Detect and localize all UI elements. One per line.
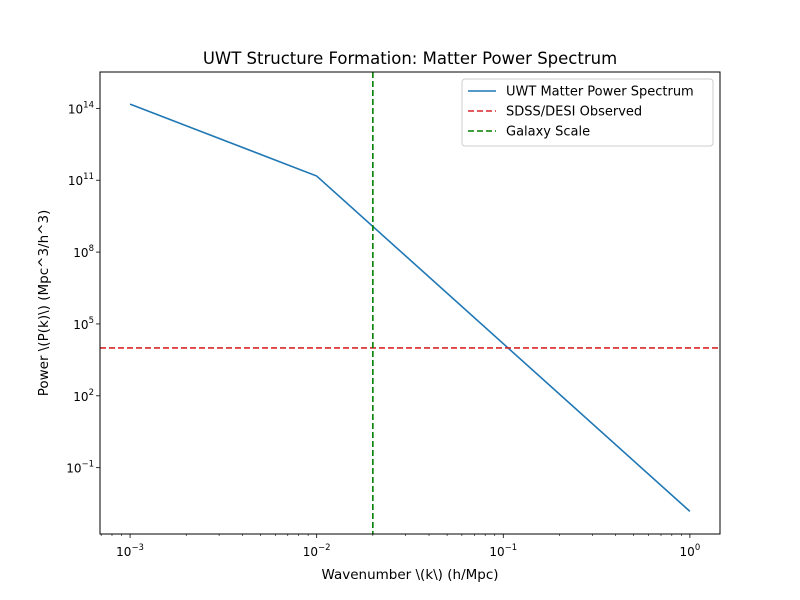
legend-label-1: SDSS/DESI Observed xyxy=(506,105,642,120)
x-axis-label: Wavenumber \(k\) (h/Mpc) xyxy=(321,567,498,583)
series-layer xyxy=(100,72,720,534)
y-tick-label-1: 102 xyxy=(73,388,94,404)
legend: UWT Matter Power Spectrum SDSS/DESI Obser… xyxy=(461,78,714,147)
x-tick-label-2: 10−1 xyxy=(489,543,517,559)
y-tick-label-3: 108 xyxy=(73,244,94,260)
x-axis-ticks: 10−3 10−2 10−1 100 xyxy=(100,534,701,559)
y-tick-label-0: 10−1 xyxy=(66,460,94,476)
y-tick-label-2: 105 xyxy=(73,316,94,332)
chart-title: UWT Structure Formation: Matter Power Sp… xyxy=(203,49,617,68)
x-tick-label-1: 10−2 xyxy=(303,543,331,559)
y-tick-label-4: 1011 xyxy=(68,172,94,188)
plot-frame xyxy=(99,71,721,535)
x-tick-label-3: 100 xyxy=(680,543,701,559)
legend-label-0: UWT Matter Power Spectrum xyxy=(506,85,694,100)
legend-box xyxy=(461,78,714,147)
y-axis-label: Power \(P(k)\) (Mpc^3/h^3) xyxy=(36,210,52,397)
legend-label-2: Galaxy Scale xyxy=(506,125,590,140)
y-tick-label-5: 1014 xyxy=(68,100,94,116)
plot-area xyxy=(99,71,721,535)
x-tick-label-0: 10−3 xyxy=(116,543,144,559)
series-0-line xyxy=(129,103,691,512)
y-axis-ticks: 10−1 102 105 108 1011 1014 xyxy=(66,100,100,476)
